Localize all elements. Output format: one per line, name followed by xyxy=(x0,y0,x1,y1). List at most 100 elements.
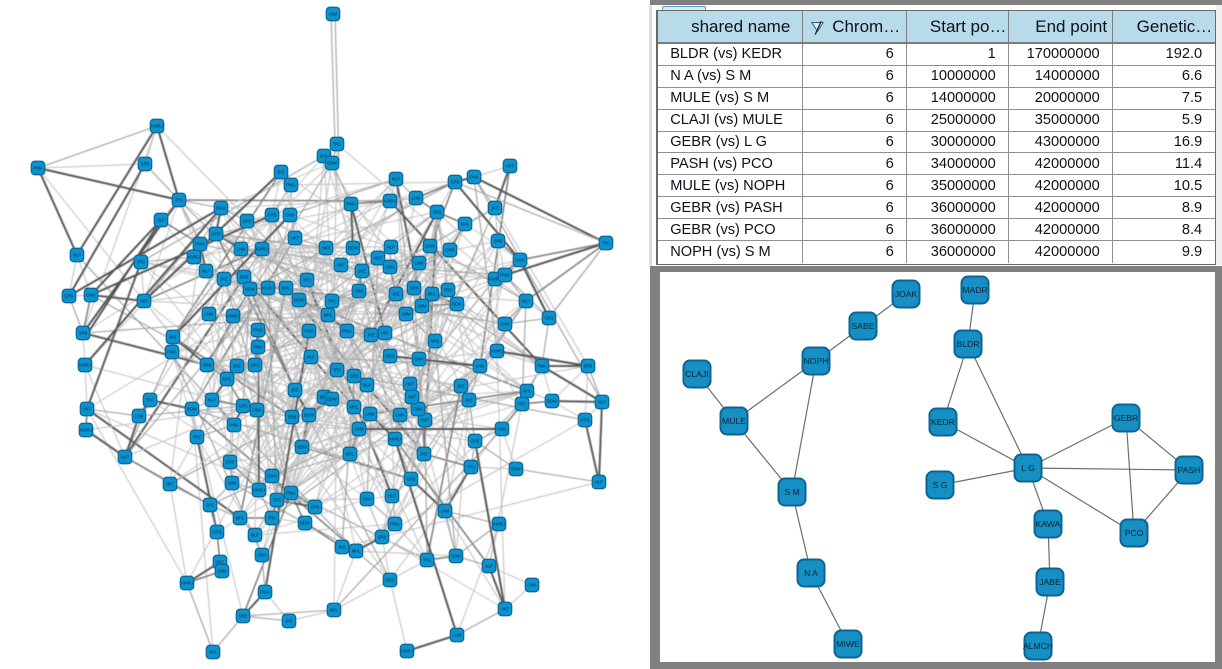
svg-text:HKT: HKT xyxy=(388,494,397,499)
svg-text:PWA: PWA xyxy=(390,522,400,527)
svg-text:HKT: HKT xyxy=(83,407,92,412)
svg-text:JKE: JKE xyxy=(233,364,241,369)
svg-text:GRS: GRS xyxy=(238,404,247,409)
svg-text:PWA: PWA xyxy=(229,423,239,428)
svg-text:HKT: HKT xyxy=(216,560,225,565)
svg-text:PWA: PWA xyxy=(167,350,177,355)
svg-text:HKT: HKT xyxy=(506,164,515,169)
svg-text:LNM: LNM xyxy=(329,12,338,17)
svg-text:TRC: TRC xyxy=(175,198,184,203)
svg-text:KMRJ: KMRJ xyxy=(262,286,273,291)
svg-text:KMRJ: KMRJ xyxy=(384,199,395,204)
svg-text:TRC: TRC xyxy=(467,465,476,470)
svg-text:SRB: SRB xyxy=(471,439,480,444)
svg-text:NLP: NLP xyxy=(307,355,315,360)
svg-text:PASH: PASH xyxy=(1178,465,1201,475)
svg-text:BDW: BDW xyxy=(297,445,307,450)
svg-text:TRC: TRC xyxy=(602,241,611,246)
svg-text:GRS: GRS xyxy=(580,418,589,423)
svg-text:KMRJ: KMRJ xyxy=(401,649,412,654)
svg-text:JKE: JKE xyxy=(392,292,400,297)
svg-text:KMRJ: KMRJ xyxy=(389,437,400,442)
svg-text:CMA: CMA xyxy=(304,329,314,334)
svg-text:HKT: HKT xyxy=(408,395,417,400)
svg-text:JKE: JKE xyxy=(169,335,177,340)
svg-text:BDW: BDW xyxy=(216,206,226,211)
svg-text:NLP: NLP xyxy=(522,299,530,304)
svg-text:CMA: CMA xyxy=(285,213,295,218)
svg-text:MHL: MHL xyxy=(431,339,441,344)
svg-text:CMA: CMA xyxy=(414,357,424,362)
svg-text:LNM: LNM xyxy=(355,427,364,432)
svg-text:KMRJ: KMRJ xyxy=(491,349,502,354)
svg-text:JKE: JKE xyxy=(291,388,299,393)
svg-text:BDW: BDW xyxy=(451,554,461,559)
svg-text:ALMCH: ALMCH xyxy=(1023,641,1053,651)
svg-text:HKT: HKT xyxy=(501,607,510,612)
svg-text:JOAK: JOAK xyxy=(895,289,918,299)
svg-text:CMA: CMA xyxy=(395,413,405,418)
svg-text:LNM: LNM xyxy=(237,247,246,252)
svg-text:TRC: TRC xyxy=(273,498,282,503)
svg-text:MHL: MHL xyxy=(282,286,292,291)
svg-text:KMRJ: KMRJ xyxy=(493,522,504,527)
svg-text:S M: S M xyxy=(784,487,799,497)
svg-text:CMA: CMA xyxy=(469,175,479,180)
svg-text:GRS: GRS xyxy=(406,477,415,482)
svg-text:PWA: PWA xyxy=(253,328,263,333)
svg-text:PWA: PWA xyxy=(33,166,43,171)
svg-text:NLP: NLP xyxy=(157,218,165,223)
svg-text:KMRJ: KMRJ xyxy=(80,428,91,433)
svg-text:PWA: PWA xyxy=(500,273,510,278)
svg-text:CMA: CMA xyxy=(86,293,96,298)
svg-text:GRS: GRS xyxy=(385,354,394,359)
svg-text:BDW: BDW xyxy=(547,399,557,404)
svg-text:SRB: SRB xyxy=(355,289,364,294)
svg-text:JKE: JKE xyxy=(420,452,428,457)
svg-text:SRB: SRB xyxy=(350,374,359,379)
svg-text:SRB: SRB xyxy=(311,505,320,510)
svg-text:BDW: BDW xyxy=(304,413,314,418)
svg-text:PWA: PWA xyxy=(286,491,296,496)
svg-text:GRS: GRS xyxy=(385,578,394,583)
svg-text:LNM: LNM xyxy=(135,414,144,419)
svg-text:CMA: CMA xyxy=(362,497,372,502)
svg-text:SRB: SRB xyxy=(410,286,419,291)
svg-text:HKT: HKT xyxy=(421,418,430,423)
svg-text:LNM: LNM xyxy=(415,261,424,266)
svg-text:KMRJ: KMRJ xyxy=(79,363,90,368)
svg-text:GRS: GRS xyxy=(212,530,221,535)
svg-text:JKE: JKE xyxy=(367,333,375,338)
svg-text:TRC: TRC xyxy=(423,558,432,563)
svg-text:KMRJ: KMRJ xyxy=(188,255,199,260)
svg-text:NLP: NLP xyxy=(374,256,382,261)
svg-text:GRS: GRS xyxy=(450,180,459,185)
svg-text:GRS: GRS xyxy=(64,294,73,299)
svg-text:MADR: MADR xyxy=(962,285,987,295)
svg-text:MULE: MULE xyxy=(722,416,746,426)
svg-text:KMRJ: KMRJ xyxy=(253,488,264,493)
svg-text:PWA: PWA xyxy=(342,329,352,334)
svg-text:JKE: JKE xyxy=(285,619,293,624)
svg-text:NLP: NLP xyxy=(363,383,371,388)
svg-text:GRS: GRS xyxy=(445,248,454,253)
svg-text:BDW: BDW xyxy=(511,467,521,472)
svg-text:LNM: LNM xyxy=(402,312,411,317)
svg-text:KAWA: KAWA xyxy=(1036,519,1061,529)
svg-text:JKE: JKE xyxy=(491,206,499,211)
svg-text:GRS: GRS xyxy=(544,316,553,321)
svg-text:PWA: PWA xyxy=(497,427,507,432)
svg-text:MHL: MHL xyxy=(461,222,471,227)
svg-text:SRB: SRB xyxy=(288,415,297,420)
svg-text:CMA: CMA xyxy=(267,474,277,479)
svg-text:BDW: BDW xyxy=(348,246,358,251)
svg-text:LNM: LNM xyxy=(476,364,485,369)
svg-text:PCO: PCO xyxy=(1125,528,1144,538)
svg-text:MIWE: MIWE xyxy=(836,639,860,649)
svg-text:KMRJ: KMRJ xyxy=(151,124,162,129)
svg-text:NLP: NLP xyxy=(598,400,606,405)
svg-text:NLP: NLP xyxy=(387,245,395,250)
svg-text:TRC: TRC xyxy=(193,435,202,440)
svg-text:MHL: MHL xyxy=(324,313,334,318)
svg-text:NLP: NLP xyxy=(73,253,81,258)
